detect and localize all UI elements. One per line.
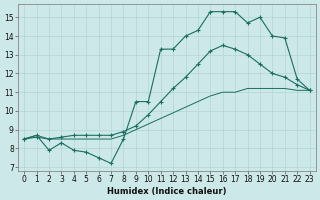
X-axis label: Humidex (Indice chaleur): Humidex (Indice chaleur) xyxy=(107,187,227,196)
